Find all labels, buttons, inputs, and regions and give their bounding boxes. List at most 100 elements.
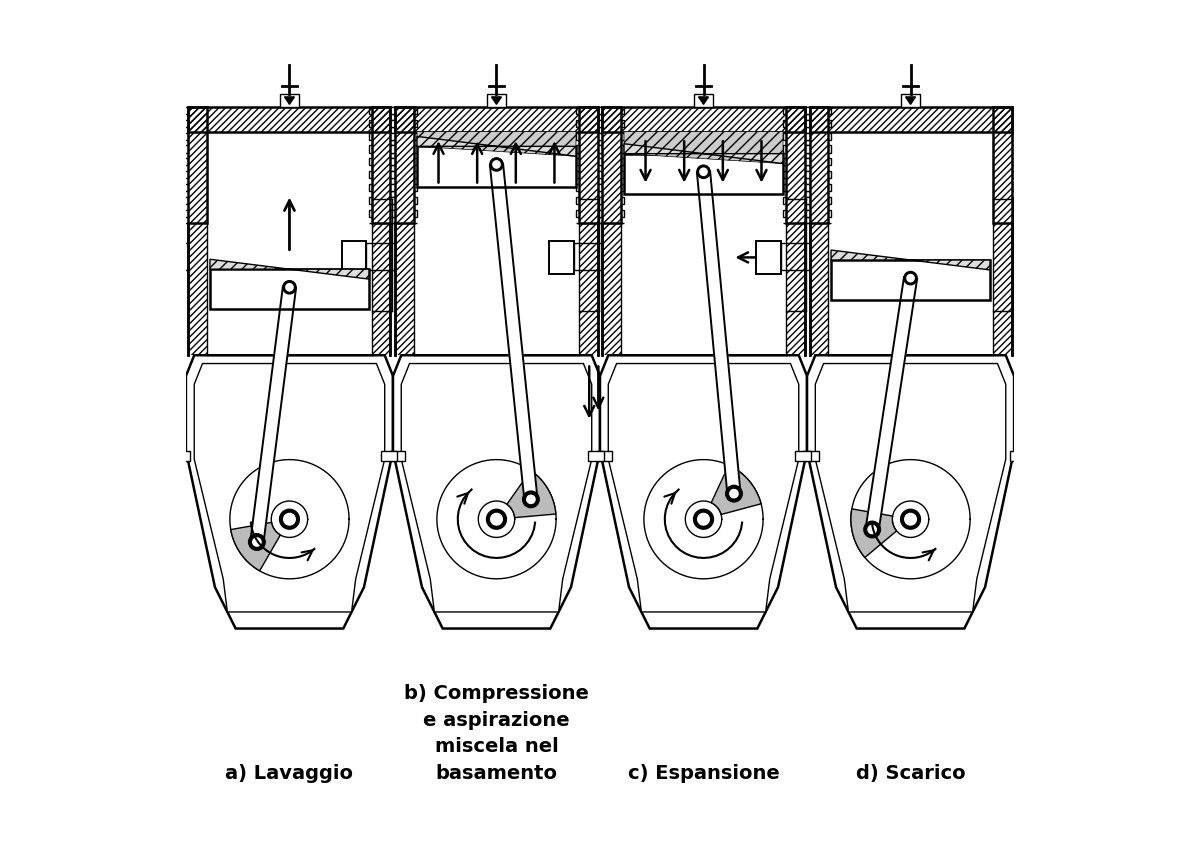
Bar: [134, 242, 160, 274]
Bar: [188, 108, 390, 133]
Circle shape: [901, 510, 920, 529]
Bar: [162, 121, 188, 127]
Polygon shape: [506, 471, 556, 518]
Text: a) Lavaggio: a) Lavaggio: [226, 763, 354, 782]
Bar: [210, 270, 368, 310]
Bar: [486, 95, 506, 108]
Bar: [576, 121, 602, 127]
Bar: [162, 185, 188, 192]
Bar: [188, 108, 206, 224]
Bar: [784, 108, 810, 115]
Bar: [598, 133, 624, 140]
Bar: [162, 211, 188, 218]
Polygon shape: [251, 287, 296, 544]
Bar: [576, 172, 602, 179]
Polygon shape: [416, 138, 576, 157]
Bar: [784, 197, 810, 205]
Bar: [366, 244, 396, 271]
Circle shape: [490, 159, 503, 172]
Polygon shape: [492, 98, 502, 106]
Bar: [280, 95, 299, 108]
Bar: [810, 108, 828, 224]
Circle shape: [523, 491, 539, 508]
Bar: [994, 108, 1012, 224]
Bar: [786, 108, 804, 224]
Polygon shape: [284, 98, 294, 106]
Polygon shape: [401, 364, 592, 612]
Bar: [390, 185, 416, 192]
Bar: [602, 108, 620, 224]
Bar: [368, 146, 396, 154]
Bar: [548, 242, 574, 274]
Bar: [694, 95, 714, 108]
Bar: [576, 197, 602, 205]
Bar: [389, 452, 406, 462]
Bar: [174, 452, 190, 462]
Bar: [390, 160, 416, 166]
Bar: [580, 108, 598, 224]
Bar: [188, 224, 206, 356]
Bar: [780, 244, 810, 271]
Bar: [602, 108, 804, 133]
Circle shape: [527, 495, 535, 504]
Polygon shape: [271, 501, 307, 538]
Bar: [832, 261, 990, 301]
Bar: [576, 133, 602, 140]
Bar: [784, 211, 810, 218]
Bar: [162, 108, 188, 115]
Polygon shape: [186, 356, 392, 629]
Bar: [1012, 160, 1038, 166]
Bar: [576, 108, 602, 115]
Polygon shape: [697, 172, 740, 495]
Bar: [794, 452, 811, 462]
Bar: [786, 224, 804, 356]
Circle shape: [248, 534, 265, 550]
Circle shape: [726, 486, 743, 502]
Circle shape: [868, 526, 876, 534]
Bar: [368, 121, 396, 127]
Bar: [1012, 211, 1038, 218]
Polygon shape: [712, 466, 761, 515]
Circle shape: [907, 275, 914, 283]
Bar: [390, 172, 416, 179]
Bar: [803, 452, 820, 462]
Text: b) Compressione
e aspirazione
miscela nel
basamento: b) Compressione e aspirazione miscela ne…: [404, 684, 589, 782]
Bar: [1010, 452, 1026, 462]
Circle shape: [283, 281, 296, 295]
Bar: [804, 146, 832, 154]
Bar: [804, 185, 832, 192]
Polygon shape: [893, 501, 929, 538]
Bar: [994, 108, 1012, 224]
Bar: [574, 244, 602, 271]
Circle shape: [283, 514, 295, 525]
Bar: [390, 133, 416, 140]
Polygon shape: [230, 460, 349, 579]
Circle shape: [697, 514, 709, 525]
Polygon shape: [832, 251, 990, 271]
Circle shape: [486, 510, 506, 529]
Bar: [901, 95, 920, 108]
Polygon shape: [698, 98, 708, 106]
Polygon shape: [416, 133, 576, 157]
Bar: [810, 224, 828, 356]
Bar: [162, 146, 188, 154]
Circle shape: [697, 166, 710, 179]
Circle shape: [286, 284, 293, 291]
Polygon shape: [392, 356, 600, 629]
Circle shape: [904, 272, 917, 285]
Circle shape: [253, 538, 262, 547]
Bar: [396, 108, 598, 133]
Bar: [576, 146, 602, 154]
Bar: [416, 147, 576, 187]
Bar: [390, 211, 416, 218]
Bar: [784, 146, 810, 154]
Bar: [786, 108, 804, 224]
Polygon shape: [479, 501, 515, 538]
Bar: [368, 133, 396, 140]
Bar: [1012, 172, 1038, 179]
Bar: [368, 197, 396, 205]
Circle shape: [730, 490, 738, 498]
Bar: [368, 211, 396, 218]
Bar: [368, 108, 396, 115]
Bar: [804, 172, 832, 179]
